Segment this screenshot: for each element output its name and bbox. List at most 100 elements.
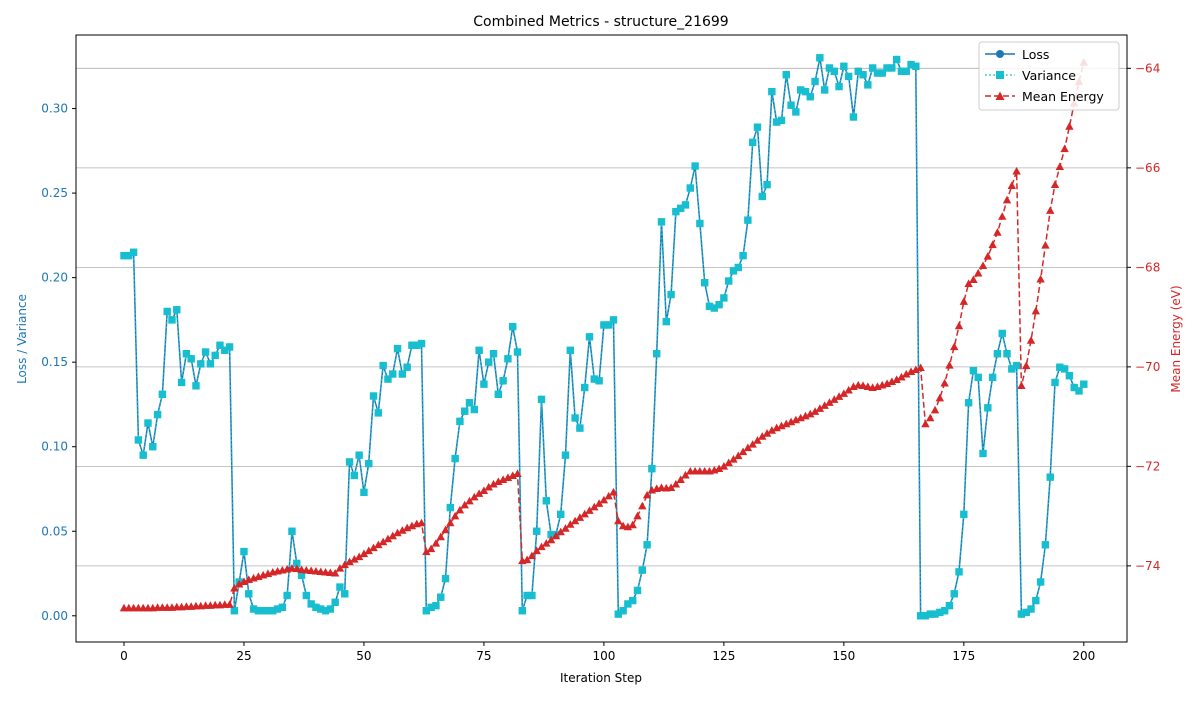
variance-point <box>628 596 637 605</box>
variance-point <box>720 294 728 302</box>
mean-energy-point <box>402 523 412 532</box>
variance-point <box>1051 378 1059 387</box>
variance-point <box>681 201 690 209</box>
mean-energy-point <box>542 539 551 547</box>
mean-energy-point <box>239 577 249 585</box>
variance-point <box>1060 365 1069 373</box>
variance-point <box>336 583 344 591</box>
mean-energy-point <box>1012 166 1021 175</box>
mean-energy-point <box>772 423 781 432</box>
variance-point <box>1027 605 1035 613</box>
variance-point <box>1022 608 1030 617</box>
variance-point <box>772 118 781 126</box>
variance-point <box>408 341 416 349</box>
mean-energy-point <box>834 392 844 400</box>
legend-entry-loss: Loss <box>985 47 1049 62</box>
variance-point <box>734 263 742 272</box>
mean-energy-point <box>609 487 618 496</box>
variance-point <box>595 377 603 385</box>
variance-point <box>835 82 843 91</box>
mean-energy-point <box>508 471 517 480</box>
y-left-tick-label: 0.15 <box>41 355 68 369</box>
legend: Loss Variance Mean Energy <box>978 41 1120 111</box>
legend-frame <box>978 41 1120 111</box>
mean-energy-point <box>1036 274 1045 283</box>
variance-point <box>984 404 992 412</box>
variance-point <box>844 72 853 81</box>
variance-point <box>197 360 205 368</box>
variance-point <box>840 62 848 70</box>
variance-point <box>643 541 651 549</box>
mean-energy-point <box>892 375 901 383</box>
variance-point <box>1012 361 1021 370</box>
mean-energy-point <box>498 475 508 484</box>
variance-point <box>446 503 455 512</box>
mean-energy-point <box>426 544 436 553</box>
variance-point <box>216 341 224 349</box>
variance-point <box>249 605 258 613</box>
variance-point <box>902 67 910 76</box>
mean-energy-point <box>566 520 575 528</box>
variance-point <box>1041 541 1050 549</box>
mean-energy-point <box>950 342 959 351</box>
variance-point <box>619 607 627 615</box>
variance-point <box>1075 387 1083 395</box>
mean-energy-point <box>844 385 853 394</box>
mean-energy-point <box>830 395 839 403</box>
mean-energy-point <box>916 363 925 372</box>
variance-point <box>1046 473 1054 481</box>
legend-label-loss: Loss <box>1022 47 1049 62</box>
x-tick-label: 25 <box>236 649 251 663</box>
variance-point <box>1070 383 1078 392</box>
variance-point <box>561 451 570 459</box>
variance-point <box>168 316 176 324</box>
variance-point <box>777 116 786 125</box>
y-right-tick-label: −66 <box>1135 161 1160 175</box>
variance-point <box>864 81 872 89</box>
mean-energy-point <box>503 473 513 482</box>
legend-label-variance: Variance <box>1022 68 1076 83</box>
variance-point <box>940 607 949 615</box>
mean-energy-point <box>714 464 724 473</box>
variance-point <box>254 607 263 615</box>
variance-point <box>744 216 752 224</box>
variance-point <box>763 180 771 189</box>
mean-energy-point <box>959 297 969 305</box>
mean-energy-point <box>1017 381 1026 389</box>
mean-energy-point <box>882 379 892 387</box>
variance-point <box>158 390 167 398</box>
mean-energy-point <box>527 551 537 560</box>
mean-energy-point <box>407 521 417 530</box>
x-tick-label: 200 <box>1072 649 1095 663</box>
mean-energy-point <box>431 539 441 547</box>
variance-point <box>1017 610 1026 618</box>
mean-energy-point <box>1002 195 1012 204</box>
mean-energy-point <box>806 409 815 418</box>
mean-energy-point <box>1046 206 1055 214</box>
mean-energy-point <box>532 546 541 555</box>
y-right-tick-label: −72 <box>1135 459 1160 473</box>
variance-point <box>230 607 239 615</box>
mean-energy-point <box>450 511 460 520</box>
variance-point <box>604 321 613 329</box>
mean-energy-point <box>1060 144 1069 153</box>
variance-point <box>326 605 335 613</box>
mean-energy-point <box>225 600 234 608</box>
mean-energy-point <box>810 407 820 415</box>
mean-energy-point <box>983 252 993 260</box>
mean-energy-point <box>604 491 613 500</box>
variance-point <box>652 350 661 358</box>
variance-point <box>139 451 147 459</box>
mean-energy-point <box>580 509 589 518</box>
variance-point <box>993 350 1002 358</box>
variance-point <box>427 603 435 612</box>
x-tick-label: 50 <box>356 649 371 663</box>
variance-point <box>417 339 426 348</box>
variance-point <box>542 497 551 505</box>
mean-energy-point <box>945 360 954 369</box>
variance-point <box>302 591 311 600</box>
mean-energy-point <box>374 540 383 549</box>
variance-point <box>964 399 973 407</box>
variance-point <box>393 344 402 353</box>
